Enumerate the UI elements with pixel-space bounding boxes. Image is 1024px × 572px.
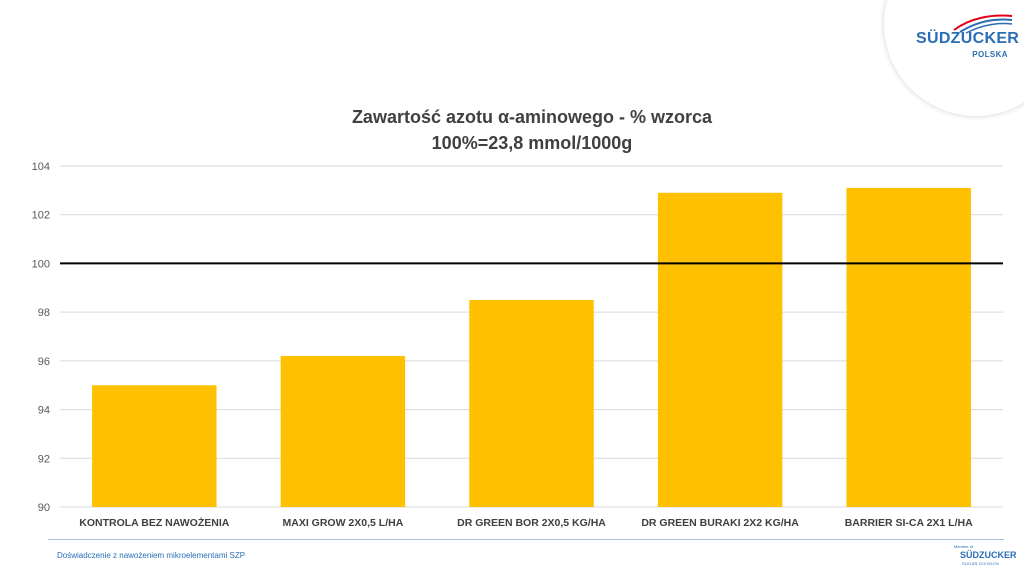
y-tick-label: 100 [32, 258, 50, 270]
y-tick-label: 102 [32, 210, 50, 222]
bar [92, 385, 217, 507]
y-tick-label: 94 [38, 405, 50, 417]
footer-logo-sub: SUGAR DIVISION [962, 561, 1000, 566]
footer-divider [48, 539, 1004, 540]
x-tick-label: MAXI GROW 2X0,5 L/HA [283, 517, 404, 529]
x-tick-label: BARRIER SI-CA 2X1 L/HA [845, 517, 973, 529]
footer-logo: Member of SÜDZUCKER SUGAR DIVISION [952, 544, 1017, 570]
bar [469, 299, 594, 507]
chart-title-line2: 100%=23,8 mmol/1000g [431, 133, 633, 153]
y-tick-label: 92 [38, 453, 50, 465]
footer-logo-name: SÜDZUCKER [960, 550, 1017, 560]
x-tick-label: DR GREEN BOR 2X0,5 KG/HA [457, 517, 606, 529]
bar [657, 192, 783, 508]
bar [846, 187, 971, 507]
y-tick-label: 96 [38, 356, 50, 368]
footer-text: Doświadczenie z nawożeniem mikroelementa… [57, 551, 246, 560]
y-tick-label: 90 [38, 502, 50, 514]
bar-chart: 90 92 94 96 98 100 102 104 KONTROLA BEZ NAWOŻENI… [32, 161, 1003, 529]
x-tick-label: KONTROLA BEZ NAWOŻENIA [79, 516, 230, 529]
y-tick-label: 104 [32, 161, 50, 173]
logo-name: SÜDZUCKER [916, 30, 1020, 47]
x-tick-label: DR GREEN BURAKI 2X2 KG/HA [641, 517, 799, 529]
sudzucker-logo: SÜDZUCKER POLSKA [916, 8, 1020, 68]
y-tick-label: 98 [38, 307, 50, 319]
bar [280, 355, 406, 507]
chart-title-line1: Zawartość azotu α-aminowego - % wzorca [351, 107, 713, 127]
logo-subtitle: POLSKA [972, 50, 1008, 59]
swoosh-icon [953, 14, 1013, 34]
footer-logo-member: Member of [954, 544, 974, 549]
chart-title: Zawartość azotu α-aminowego - % wzorca 1… [230, 104, 834, 156]
